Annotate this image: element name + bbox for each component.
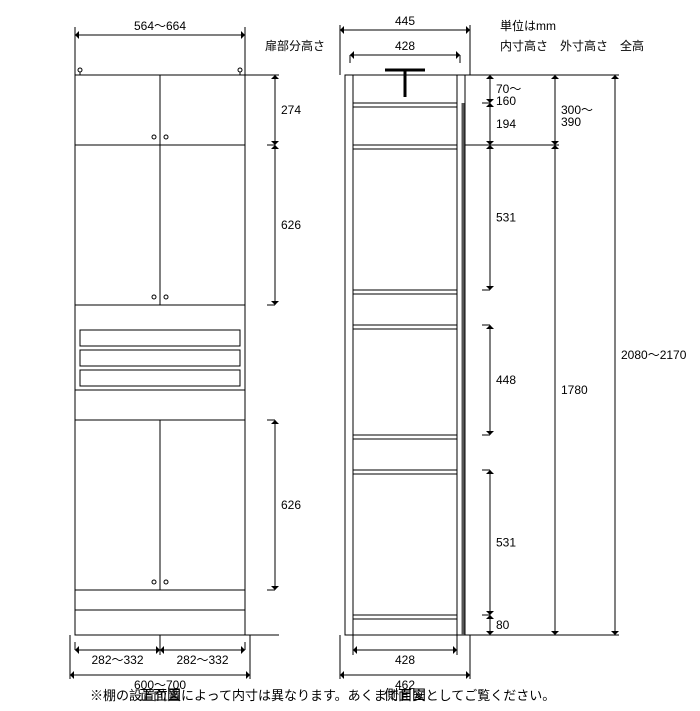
svg-text:626: 626 bbox=[281, 218, 301, 232]
svg-text:448: 448 bbox=[496, 373, 516, 387]
footnote: ※棚の設置位置によって内寸は異なります。あくまで目安としてご覧ください。 bbox=[90, 688, 555, 703]
svg-text:531: 531 bbox=[496, 536, 516, 550]
svg-text:445: 445 bbox=[395, 14, 415, 28]
svg-text:282～332: 282～332 bbox=[91, 653, 143, 667]
svg-text:564～664: 564～664 bbox=[134, 19, 186, 33]
inner-height-header: 内寸高さ bbox=[500, 38, 548, 53]
svg-text:80: 80 bbox=[496, 618, 510, 632]
svg-text:194: 194 bbox=[496, 117, 516, 131]
svg-text:531: 531 bbox=[496, 211, 516, 225]
svg-text:274: 274 bbox=[281, 103, 301, 117]
outer-height-header: 外寸高さ bbox=[560, 38, 608, 53]
total-height-header: 全高 bbox=[620, 38, 644, 53]
svg-text:282～332: 282～332 bbox=[176, 653, 228, 667]
svg-text:626: 626 bbox=[281, 498, 301, 512]
door-height-header: 扉部分高さ bbox=[265, 38, 325, 53]
svg-text:428: 428 bbox=[395, 39, 415, 53]
svg-text:1780: 1780 bbox=[561, 383, 588, 397]
svg-text:2080～2170: 2080～2170 bbox=[621, 348, 687, 362]
unit-label: 単位はmm bbox=[500, 18, 556, 33]
svg-text:428: 428 bbox=[395, 653, 415, 667]
